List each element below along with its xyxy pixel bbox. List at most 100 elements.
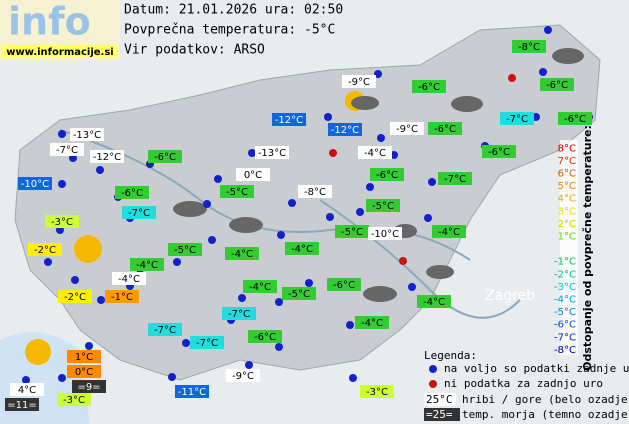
station-box (355, 316, 389, 329)
legend-sea-sample: =25= (426, 408, 453, 421)
station-box (482, 145, 516, 158)
legend-hill-box (424, 393, 456, 406)
station-dot (366, 183, 374, 191)
station-box (57, 393, 91, 406)
station-temp: -4°C (423, 297, 445, 308)
station-dot (208, 236, 216, 244)
station-box (342, 75, 376, 88)
station-temp: -9°C (396, 124, 418, 135)
station-dot (248, 149, 256, 157)
station-temp: 0°C (244, 170, 262, 181)
station-box (175, 385, 209, 398)
station-temp: -6°C (254, 332, 276, 343)
station-temp: -7°C (196, 338, 218, 349)
station-dot (96, 166, 104, 174)
station-dot (168, 373, 176, 381)
station-temp: -10°C (21, 179, 49, 190)
station-dot (539, 68, 547, 76)
station-temp: -7°C (128, 208, 150, 219)
station-dot (85, 342, 93, 350)
station-temp: -4°C (231, 249, 253, 260)
station-temp: -13°C (258, 148, 286, 159)
legend-available: na voljo so podatki zadnje ure (444, 362, 629, 375)
station-box (5, 398, 39, 411)
station-dot (377, 134, 385, 142)
station-temp: -2°C (64, 292, 86, 303)
station-dot (324, 113, 332, 121)
station-box (360, 385, 394, 398)
station-box (236, 168, 270, 181)
station-box (168, 243, 202, 256)
station-dot (544, 26, 552, 34)
legend-title: Legenda: (424, 349, 477, 362)
station-box (148, 150, 182, 163)
site-box (2, 45, 118, 58)
station-box (368, 227, 402, 240)
station-temp: -3°C (51, 217, 73, 228)
scale-label: 5°C (558, 181, 576, 192)
station-temp: =9= (77, 382, 100, 393)
station-temp: -5°C (372, 201, 394, 212)
station-box (67, 365, 101, 378)
station-dot (288, 199, 296, 207)
station-box (122, 206, 156, 219)
station-temp: 1°C (75, 352, 93, 363)
station-box (72, 380, 106, 393)
station-temp: -11°C (178, 387, 206, 398)
station-box (390, 122, 424, 135)
country-shape (14, 24, 601, 381)
station-temp: -7°C (444, 174, 466, 185)
station-temp: -4°C (118, 274, 140, 285)
station-temp: -4°C (291, 244, 313, 255)
station-temp: =11= (7, 400, 36, 411)
scale-label: -6°C (554, 320, 576, 331)
station-box (366, 199, 400, 212)
station-temp: -1°C (111, 292, 133, 303)
station-temp: -12°C (331, 125, 359, 136)
station-temp: -6°C (333, 280, 355, 291)
scale-label: -5°C (554, 307, 576, 318)
station-box (190, 336, 224, 349)
station-temp: -5°C (341, 227, 363, 238)
station-box (226, 369, 260, 382)
station-temp: -8°C (304, 187, 326, 198)
legend-hill-text: hribi / gore (belo ozadje) (462, 393, 629, 406)
station-box (248, 330, 282, 343)
legend-dot-blue (429, 365, 437, 373)
scale-label: 1°C (558, 232, 576, 243)
station-temp: -7°C (154, 325, 176, 336)
scale-label: 2°C (558, 219, 576, 230)
station-temp: -3°C (366, 387, 388, 398)
avg-line: Povprečna temperatura: -5°C (124, 23, 335, 38)
station-dot (214, 175, 222, 183)
legend-hill-sample: 25°C (426, 393, 453, 406)
station-temp: -9°C (232, 371, 254, 382)
scale-label: -3°C (554, 282, 576, 293)
station-temp: -12°C (275, 115, 303, 126)
station-dot (326, 213, 334, 221)
city-label: Zagreb (485, 288, 535, 304)
station-box (328, 123, 362, 136)
station-dot (428, 178, 436, 186)
station-dot (97, 296, 105, 304)
scale-title: Odstopanje od povprečne temperature: (581, 125, 594, 371)
legend-dot-red (429, 380, 437, 388)
station-dot (275, 298, 283, 306)
scale-label: -4°C (554, 295, 576, 306)
station-box (432, 225, 466, 238)
station-box (282, 287, 316, 300)
station-box (225, 247, 259, 260)
station-temp: -9°C (348, 77, 370, 88)
station-dot (58, 374, 66, 382)
scale-label: 7°C (558, 156, 576, 167)
station-temp: -8°C (518, 42, 540, 53)
station-box (370, 168, 404, 181)
station-box (70, 128, 104, 141)
station-temp: -5°C (226, 187, 248, 198)
station-temp: 4°C (18, 385, 36, 396)
station-box (272, 113, 306, 126)
legend-sea-text: temp. morja (temno ozadje) (462, 408, 629, 421)
station-box (358, 146, 392, 159)
station-temp: -4°C (249, 282, 271, 293)
